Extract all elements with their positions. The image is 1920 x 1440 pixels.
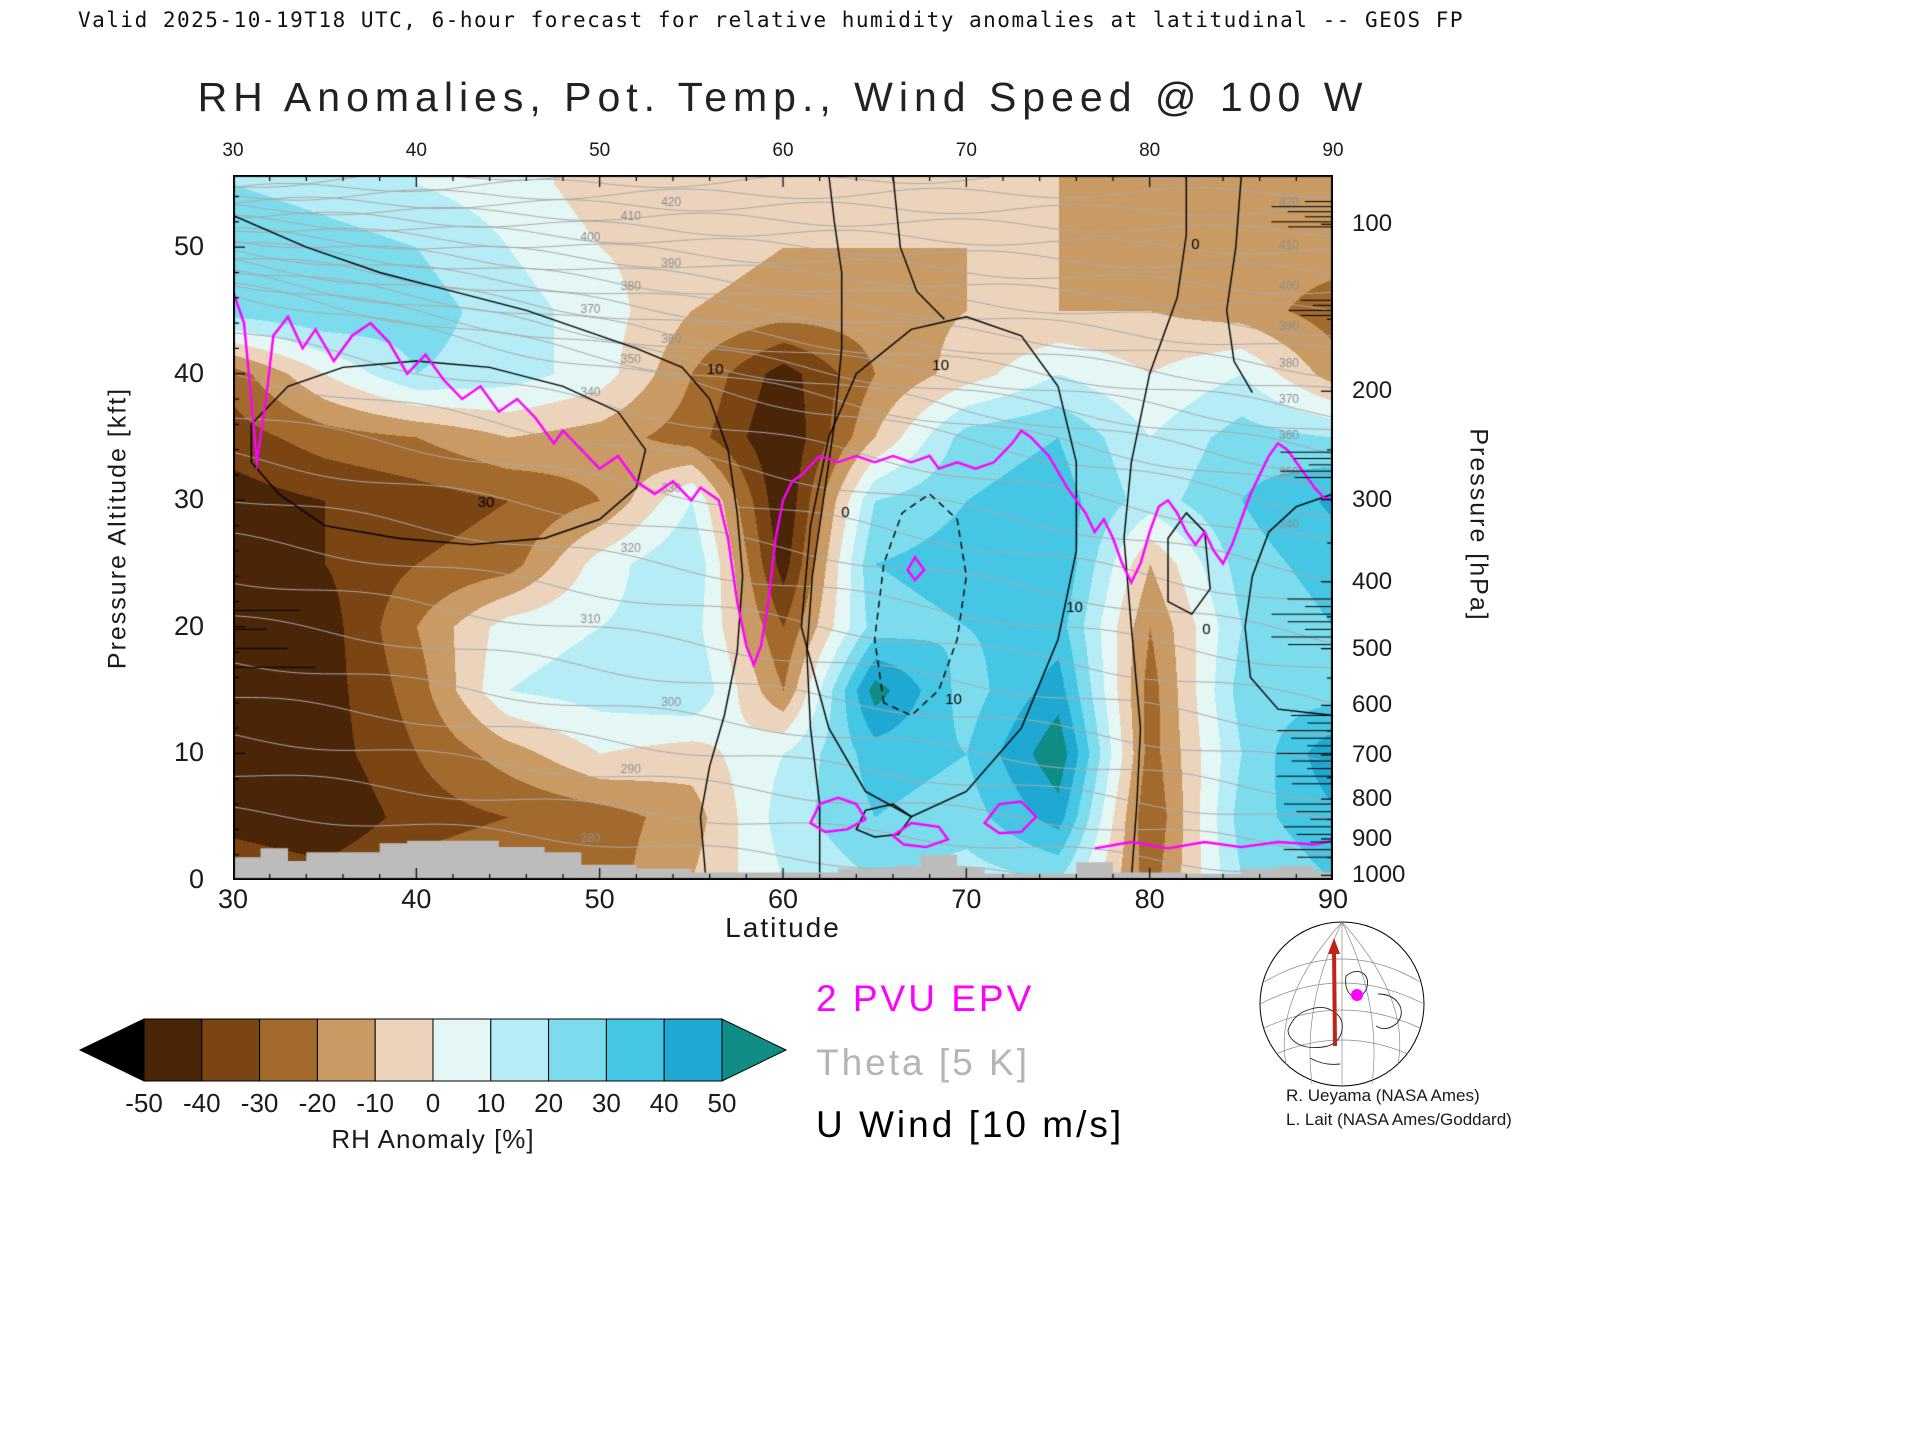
- globe-meridian: [1341, 921, 1375, 1085]
- globe-meridian: [1341, 921, 1401, 1065]
- colorbar-cell: [490, 1018, 550, 1082]
- legend-theta: Theta [5 K]: [816, 1042, 1030, 1083]
- pressure-tick-label: 400: [1352, 567, 1393, 595]
- x-axis-top-tick-label: 60: [772, 140, 794, 161]
- pressure-tick-label: 300: [1352, 485, 1393, 513]
- x-axis-tick-label: 90: [1317, 884, 1349, 914]
- pressure-tick-label: 100: [1352, 210, 1393, 238]
- colorbar-over-arrow: [721, 1018, 788, 1082]
- colorbar-tick-label: 20: [534, 1088, 564, 1118]
- track-arrow: [1328, 938, 1340, 954]
- cross-section-canvas: [233, 175, 1333, 880]
- x-axis-tick-label: 40: [401, 884, 432, 914]
- credit-line-2: L. Lait (NASA Ames/Goddard): [1286, 1110, 1512, 1129]
- colorbar-cell: [548, 1018, 607, 1082]
- left-axis-title: Pressure Altitude [kft]: [103, 386, 132, 670]
- colorbar-cell: [374, 1018, 434, 1082]
- track-line: [1332, 949, 1337, 1047]
- x-axis-top-tick-label: 80: [1139, 140, 1161, 161]
- x-axis-top-tick-label: 90: [1322, 140, 1344, 161]
- colorbar-tick-label: -40: [183, 1088, 221, 1118]
- colorbar-under-arrow: [78, 1018, 145, 1082]
- y-axis-tick-label: 0: [188, 864, 204, 894]
- globe-continent-greenland: [1345, 971, 1369, 998]
- x-axis-tick-label: 60: [767, 884, 799, 914]
- x-axis-tick-label: 70: [951, 884, 982, 914]
- globe-continent-north-america: [1287, 1007, 1343, 1049]
- colorbar-tick-label: 40: [649, 1088, 679, 1118]
- colorbar: [78, 1018, 788, 1088]
- colorbar-tick-label: -50: [125, 1088, 163, 1118]
- colorbar-cell: [663, 1018, 723, 1082]
- pressure-tick-label: 1000: [1352, 861, 1406, 889]
- x-axis-tick-label: 30: [217, 884, 249, 914]
- y-axis-tick-label: 20: [173, 610, 204, 641]
- pressure-tick-label: 700: [1352, 740, 1393, 768]
- colorbar-tick-label: -10: [356, 1088, 394, 1118]
- globe-meridian: [1283, 921, 1343, 1065]
- legend-epv: 2 PVU EPV: [816, 978, 1035, 1019]
- x-axis-top-tick-label: 40: [405, 140, 427, 161]
- x-axis-top-tick-label: 50: [589, 140, 611, 161]
- colorbar-tick-label: 0: [425, 1088, 441, 1118]
- colorbar-tick-label: -30: [240, 1088, 279, 1118]
- colorbar-tick-label: -20: [298, 1088, 337, 1118]
- colorbar-scale: [78, 1018, 788, 1082]
- colorbar-cell: [259, 1018, 318, 1082]
- y-axis-tick-label: 10: [173, 737, 204, 768]
- colorbar-cell: [143, 1018, 203, 1082]
- x-axis-tick-label: 80: [1134, 884, 1165, 914]
- colorbar-cell: [605, 1018, 665, 1082]
- x-axis-tick-label: 50: [584, 884, 615, 914]
- colorbar-axis-label: RH Anomaly [%]: [331, 1124, 535, 1154]
- y-axis-tick-label: 30: [173, 484, 204, 515]
- colorbar-cell: [432, 1018, 492, 1082]
- observation-dot: [1351, 989, 1363, 1001]
- pressure-tick-label: 200: [1352, 377, 1393, 405]
- pressure-tick-label: 600: [1352, 691, 1393, 719]
- globe-coastline: [1309, 1057, 1341, 1065]
- valid-time-header: Valid 2025-10-19T18 UTC, 6-hour forecast…: [78, 8, 1465, 32]
- colorbar-tick-label: 10: [476, 1088, 506, 1118]
- pressure-tick-label: 900: [1352, 824, 1393, 852]
- colorbar-cell: [201, 1018, 261, 1082]
- globe-meridian: [1309, 921, 1343, 1085]
- right-axis-title: Pressure [hPa]: [1464, 428, 1493, 622]
- colorbar-cell: [316, 1018, 376, 1082]
- x-axis-top-tick-label: 70: [955, 140, 977, 161]
- colorbar-tick-label: 30: [591, 1088, 621, 1118]
- credit-line-1: R. Ueyama (NASA Ames): [1286, 1086, 1480, 1105]
- y-axis-tick-label: 50: [173, 231, 204, 262]
- globe-continent-eurasia: [1375, 993, 1402, 1029]
- bottom-axis-title: Latitude: [725, 912, 841, 943]
- globe-inset: [1259, 921, 1425, 1087]
- plot-title: RH Anomalies, Pot. Temp., Wind Speed @ 1…: [197, 74, 1369, 120]
- legend-wind: U Wind [10 m/s]: [816, 1104, 1125, 1145]
- x-axis-top-tick-label: 30: [222, 140, 244, 161]
- colorbar-tick-label: 50: [707, 1088, 737, 1118]
- pressure-tick-label: 800: [1352, 785, 1393, 813]
- pressure-tick-label: 500: [1352, 634, 1393, 662]
- y-axis-tick-label: 40: [173, 357, 204, 388]
